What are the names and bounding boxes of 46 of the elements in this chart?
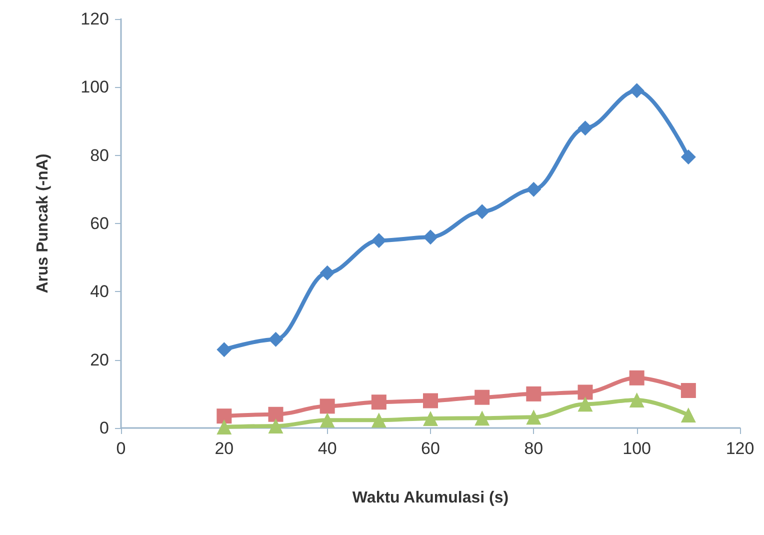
point bbox=[371, 394, 386, 410]
y-tick-label: 80 bbox=[90, 146, 109, 165]
point bbox=[680, 408, 696, 423]
x-tick-label: 100 bbox=[622, 439, 652, 458]
point bbox=[423, 393, 438, 408]
point bbox=[268, 406, 284, 422]
point bbox=[320, 412, 335, 428]
point bbox=[268, 418, 284, 434]
point bbox=[629, 370, 644, 386]
point bbox=[629, 83, 644, 98]
point bbox=[578, 120, 593, 136]
y-tick-label: 100 bbox=[80, 78, 109, 97]
point bbox=[578, 396, 593, 412]
point bbox=[320, 398, 335, 414]
point bbox=[526, 410, 542, 425]
point bbox=[268, 332, 284, 347]
y-tick-label: 0 bbox=[100, 418, 109, 438]
y-tick-label: 20 bbox=[90, 350, 109, 370]
x-tick-label: 0 bbox=[116, 439, 126, 458]
x-axis-title: Waktu Akumulasi (s) bbox=[352, 490, 509, 506]
point bbox=[320, 265, 335, 280]
point bbox=[474, 390, 490, 405]
point bbox=[371, 233, 386, 248]
y-tick-label: 60 bbox=[90, 214, 109, 233]
x-tick-label: 80 bbox=[524, 439, 544, 458]
point bbox=[474, 410, 490, 426]
point bbox=[423, 410, 438, 426]
point bbox=[578, 384, 593, 400]
y-tick-label: 40 bbox=[90, 282, 109, 302]
point bbox=[474, 204, 490, 220]
point bbox=[371, 412, 386, 428]
x-tick-label: 40 bbox=[318, 439, 337, 458]
point bbox=[629, 392, 644, 408]
point bbox=[526, 182, 542, 197]
x-tick-label: 20 bbox=[214, 439, 234, 458]
point bbox=[216, 408, 232, 424]
point bbox=[680, 150, 696, 165]
point bbox=[423, 230, 438, 245]
point bbox=[680, 383, 696, 398]
point bbox=[216, 342, 232, 358]
point bbox=[216, 419, 232, 434]
point bbox=[526, 386, 542, 402]
y-axis-title: Arus Puncak (-nA) bbox=[34, 154, 52, 294]
x-tick-label: 120 bbox=[726, 439, 754, 458]
y-tick-label: 120 bbox=[80, 10, 109, 28]
x-tick-label: 60 bbox=[421, 439, 440, 458]
